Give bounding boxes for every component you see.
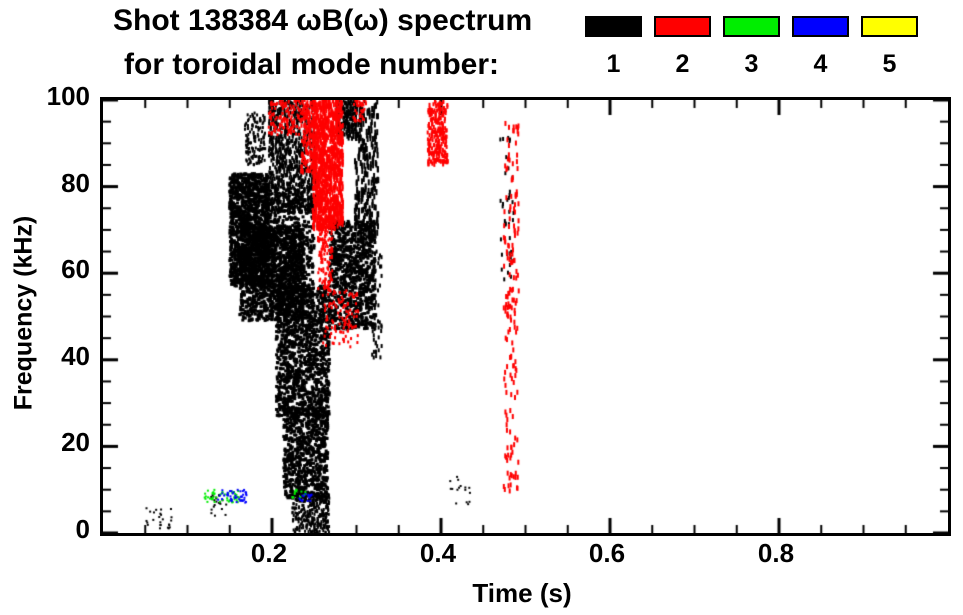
x-axis-label: Time (s): [472, 578, 572, 608]
x-tick-label: 0.2: [250, 538, 288, 568]
x-tick-label: 0.8: [757, 538, 795, 568]
legend-label-mode2: 2: [675, 50, 690, 78]
y-tick-label: 0: [75, 514, 90, 544]
legend-label-mode5: 5: [882, 50, 897, 78]
legend-swatch-mode1: [585, 16, 642, 37]
plot-canvas: [100, 97, 951, 536]
legend-label-mode1: 1: [606, 50, 621, 78]
legend-swatch-mode5: [861, 16, 918, 37]
x-tick-label: 0.6: [588, 538, 626, 568]
y-tick-label: 100: [46, 81, 90, 111]
figure-title-line1: Shot 138384 ωB(ω) spectrum: [113, 4, 533, 37]
legend-label-mode4: 4: [813, 50, 828, 78]
y-axis-label: Frequency (kHz): [9, 215, 38, 411]
legend-swatch-mode2: [654, 16, 711, 37]
y-tick-label: 60: [61, 254, 90, 285]
x-tick-label: 0.4: [419, 538, 457, 568]
y-tick-label: 80: [61, 167, 90, 198]
y-tick-label: 20: [61, 427, 90, 458]
legend-swatch-mode3: [723, 16, 780, 37]
figure-title-line2: for toroidal mode number:: [124, 48, 499, 81]
legend-swatch-mode4: [792, 16, 849, 37]
y-tick-label: 40: [61, 340, 90, 371]
legend-label-mode3: 3: [744, 50, 759, 78]
